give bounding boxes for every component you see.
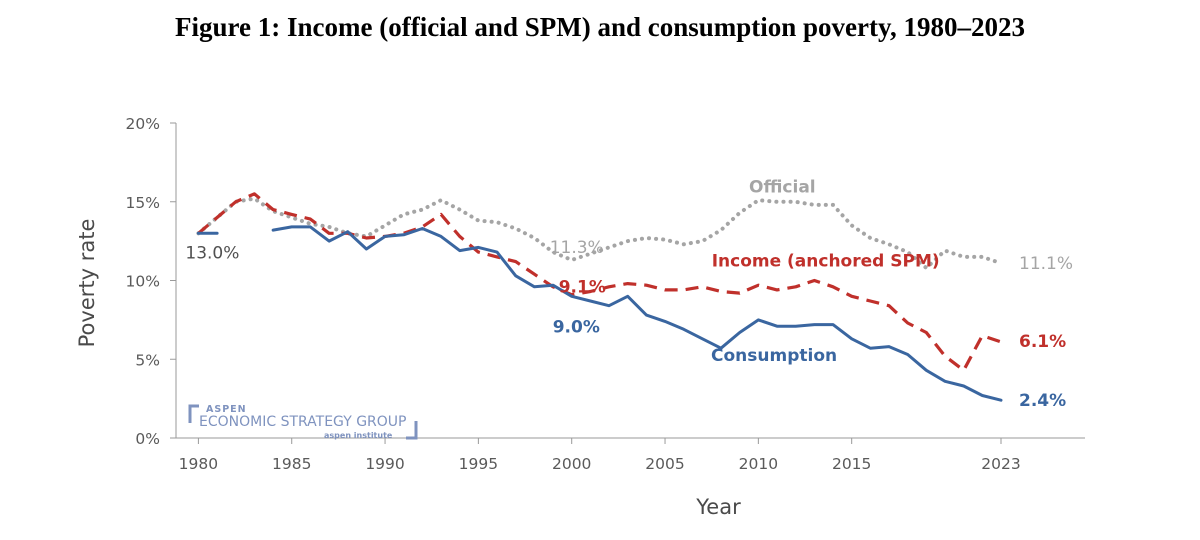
x-tick-label: 1985 [272, 455, 311, 473]
chart-annotations: 13.0% Official 11.3% Income (anchored SPM) 9… [185, 177, 1073, 411]
watermark-bracket-right [406, 421, 418, 440]
x-tick-label: 2023 [981, 455, 1020, 473]
annotation-label: 11.3% [550, 238, 604, 258]
watermark-bracket-left [188, 404, 199, 423]
x-tick-label: 2000 [552, 455, 591, 473]
figure-title: Figure 1: Income (official and SPM) and … [175, 12, 1025, 42]
aspen-watermark: ASPEN ECONOMIC STRATEGY GROUP aspen inst… [188, 404, 418, 440]
chart-series [196, 192, 1003, 402]
watermark-line3: aspen institute [324, 431, 393, 440]
annotation-label: Consumption [711, 346, 837, 366]
x-tick-label: 2005 [645, 455, 684, 473]
annotation-label: 6.1% [1019, 332, 1066, 352]
y-tick-label: 0% [135, 430, 160, 448]
annotation-label: 13.0% [185, 243, 239, 263]
chart-axes: 0% 5% 10% 15% 20% 1980 1985 1990 1995 2000 2005 201… [75, 115, 1085, 519]
annotation-label: Income (anchored SPM) [712, 251, 940, 271]
x-tick-label: 2010 [739, 455, 778, 473]
series-line-consumption [271, 225, 1003, 402]
series-line-official [196, 196, 1003, 270]
series-line-income-anchored-spm [197, 192, 1002, 372]
x-axis-title: Year [695, 495, 741, 519]
annotation-label: 11.1% [1019, 254, 1073, 274]
x-tick-label: 1980 [179, 455, 218, 473]
annotation-label: Official [749, 177, 816, 197]
y-tick-label: 20% [126, 115, 160, 133]
watermark-line2: ECONOMIC STRATEGY GROUP [199, 414, 407, 430]
watermark-line1: ASPEN [206, 404, 247, 415]
y-axis-title: Poverty rate [75, 219, 99, 348]
y-tick-label: 15% [126, 194, 160, 212]
annotation-label: 9.0% [553, 317, 600, 337]
x-tick-label: 2015 [832, 455, 871, 473]
x-tick-label: 1990 [365, 455, 404, 473]
x-tick-label: 1995 [459, 455, 498, 473]
y-tick-label: 5% [135, 351, 160, 369]
y-tick-label: 10% [126, 273, 160, 291]
annotation-label: 9.1% [559, 278, 606, 298]
annotation-label: 2.4% [1019, 391, 1066, 411]
